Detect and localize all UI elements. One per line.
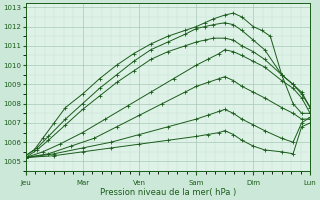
X-axis label: Pression niveau de la mer( hPa ): Pression niveau de la mer( hPa ): [100, 188, 236, 197]
